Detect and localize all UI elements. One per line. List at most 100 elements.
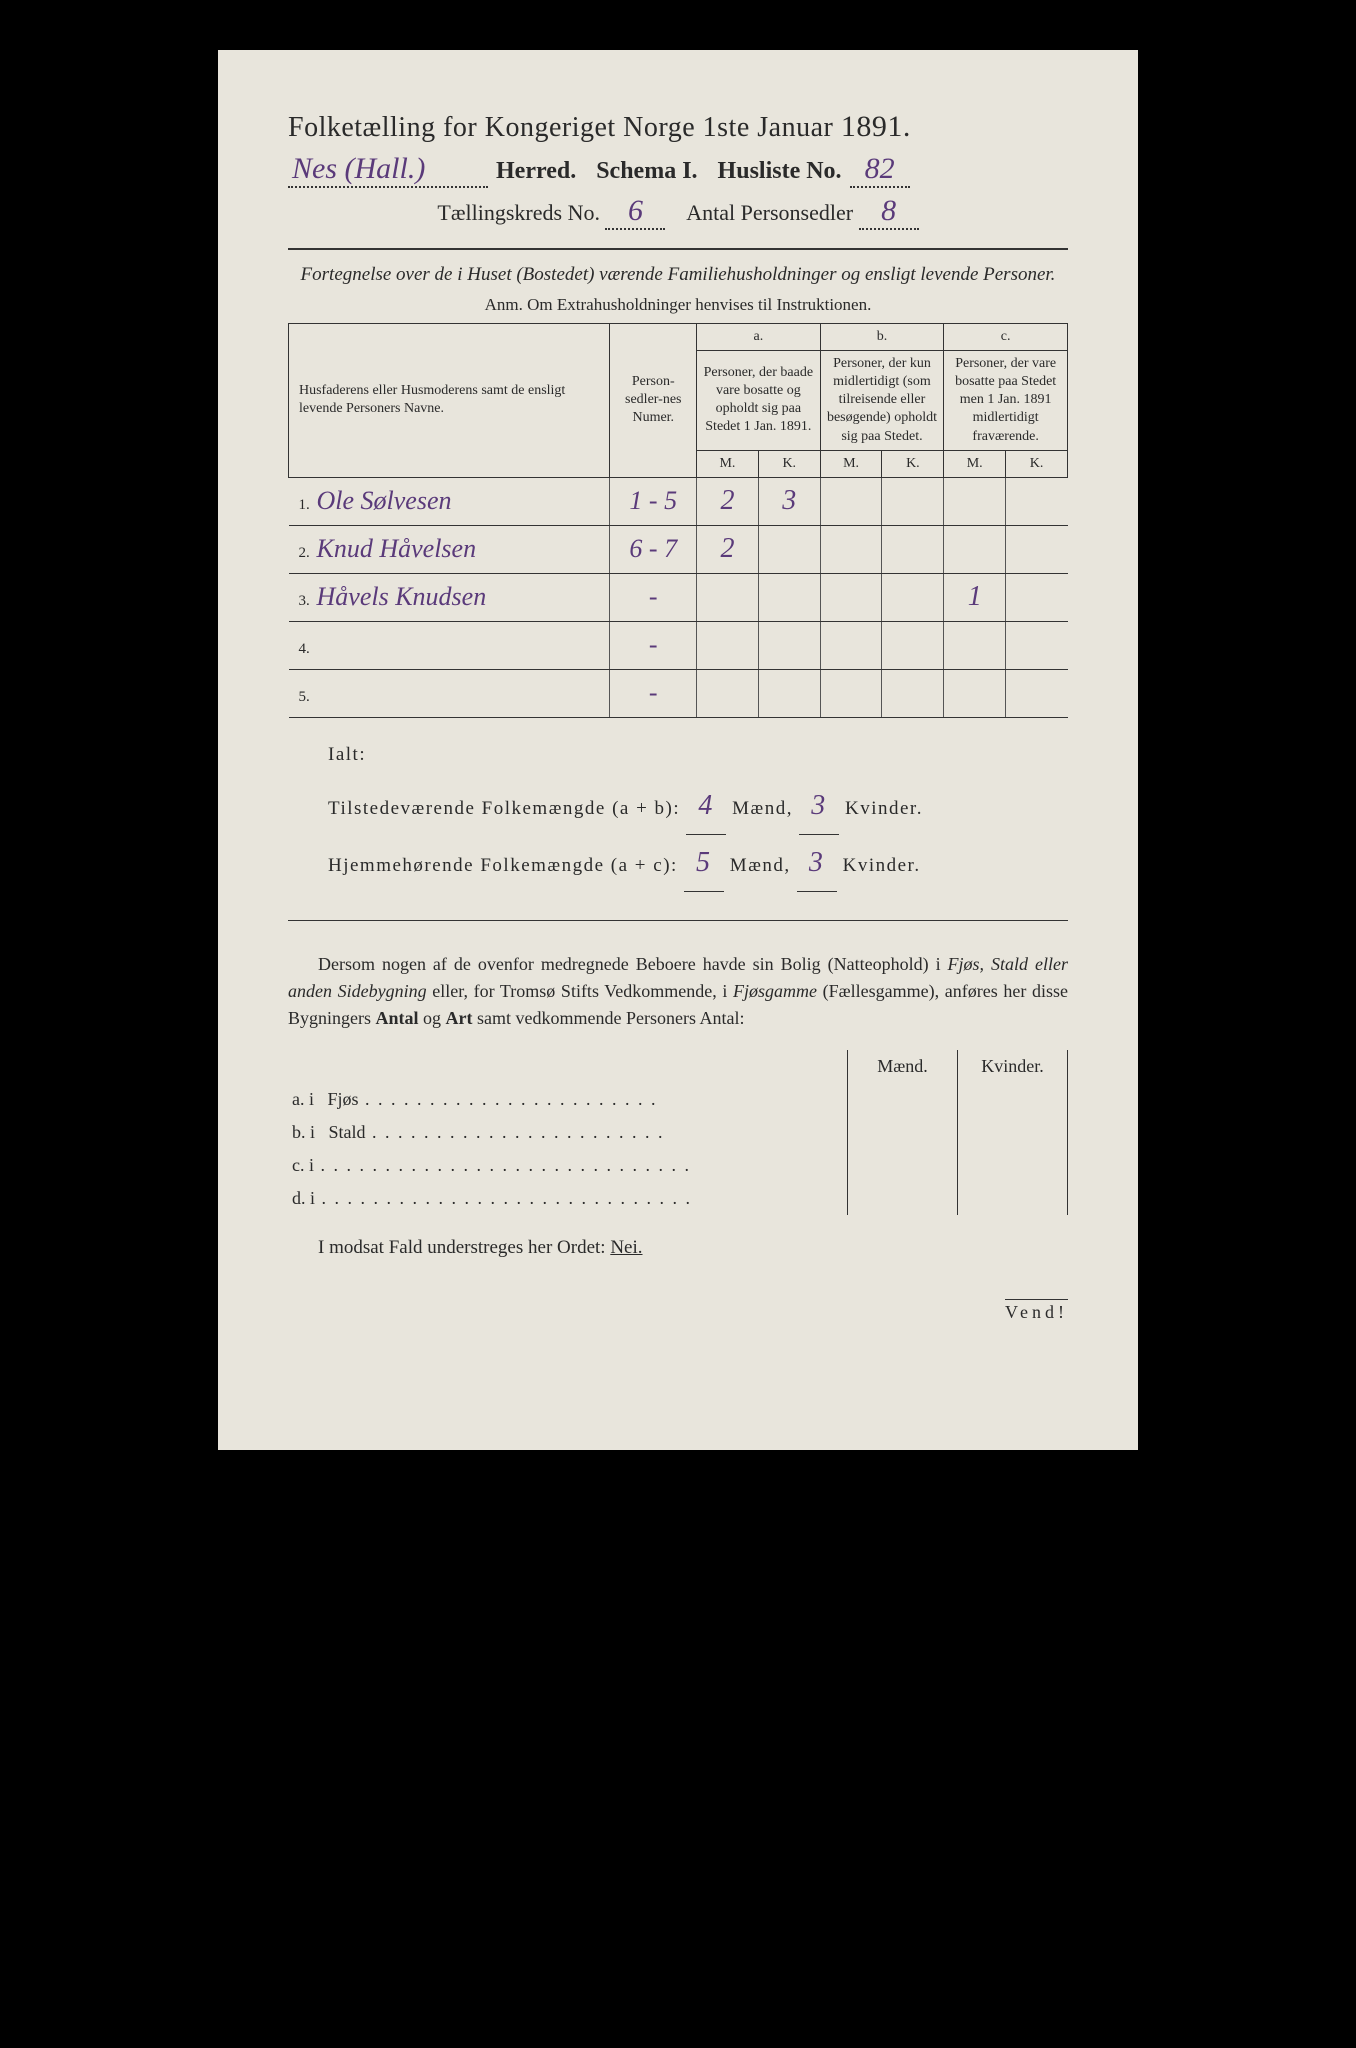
herred-label: Herred. (496, 158, 576, 185)
row-personsedler: - (610, 621, 697, 669)
row-num: 4. (299, 641, 317, 658)
building-row: d. i . . . . . . . . . . . . . . . . . .… (288, 1182, 1068, 1215)
table-row: 3.Håvels Knudsen - 1 (289, 573, 1068, 621)
title-line: Folketælling for Kongeriget Norge 1ste J… (288, 110, 1068, 144)
para-text: og (419, 1008, 446, 1028)
cell-bk (882, 525, 944, 573)
row-personsedler: 6 - 7 (610, 525, 697, 573)
cell-ck (1006, 525, 1068, 573)
cell-bm (820, 669, 882, 717)
row-personsedler: - (610, 573, 697, 621)
building-label: d. i (292, 1188, 315, 1208)
row-num: 2. (299, 545, 317, 562)
final-nei: Nei. (610, 1237, 642, 1258)
antal-value: 8 (859, 194, 919, 230)
cell-cm (944, 669, 1006, 717)
ialt-label: Ialt: (328, 736, 1068, 774)
dots: . . . . . . . . . . . . . . . . . . . . … (359, 1089, 658, 1109)
cell-cm (944, 621, 1006, 669)
anm-note: Anm. Om Extrahusholdninger henvises til … (288, 295, 1068, 315)
cell-bm (820, 573, 882, 621)
table-row: 5. - (289, 669, 1068, 717)
para-text: Dersom nogen af de ovenfor medregnede Be… (318, 954, 948, 974)
row-num: 5. (299, 689, 317, 706)
th-name: Husfaderens eller Husmoderens samt de en… (289, 323, 610, 477)
household-table: Husfaderens eller Husmoderens samt de en… (288, 323, 1068, 718)
totals-line-1: Tilstedeværende Folkemængde (a + b): 4 M… (328, 778, 1068, 835)
dots: . . . . . . . . . . . . . . . . . . . . … (314, 1155, 691, 1175)
cell-cm: 1 (944, 573, 1006, 621)
final-text: I modsat Fald understreges her Ordet: (318, 1237, 610, 1258)
th-b: Personer, der kun midlertidigt (som tilr… (820, 350, 944, 450)
th-num: Person-sedler-nes Numer. (610, 323, 697, 477)
para-bold: Antal (376, 1008, 419, 1028)
cell-ak (758, 573, 820, 621)
table-row: 1.Ole Sølvesen 1 - 5 2 3 (289, 477, 1068, 525)
building-label: c. i (292, 1155, 314, 1175)
th-cm: M. (944, 450, 1006, 477)
building-paragraph: Dersom nogen af de ovenfor medregnede Be… (288, 951, 1068, 1032)
cell-ak: 3 (758, 477, 820, 525)
dots: . . . . . . . . . . . . . . . . . . . . … (315, 1188, 692, 1208)
kvinder-label: Kvinder. (845, 790, 923, 828)
schema-label: Schema I. (596, 158, 697, 185)
antal-label: Antal Personsedler (686, 200, 853, 225)
th-a: Personer, der baade vare bosatte og opho… (697, 350, 821, 450)
herred-value: Nes (Hall.) (288, 152, 488, 188)
totals-label-2: Hjemmehørende Folkemængde (a + c): (328, 847, 678, 885)
dots: . . . . . . . . . . . . . . . . . . . . … (366, 1122, 665, 1142)
row-num: 3. (299, 593, 317, 610)
para-em: Fjøsgamme (733, 981, 817, 1001)
cell-ck (1006, 573, 1068, 621)
title-main: Folketælling for Kongeriget Norge 1ste J… (288, 112, 833, 143)
kreds-value: 6 (605, 194, 665, 230)
para-text: eller, for Tromsø Stifts Vedkommende, i (427, 981, 733, 1001)
row-personsedler: - (610, 669, 697, 717)
bhead-k: Kvinder. (958, 1050, 1068, 1083)
th-b-label: b. (820, 323, 944, 350)
kreds-label: Tællingskreds No. (437, 200, 600, 225)
cell-bk (882, 669, 944, 717)
cell-bm (820, 621, 882, 669)
building-label: b. i (292, 1122, 315, 1142)
census-form-page: Folketælling for Kongeriget Norge 1ste J… (218, 50, 1138, 1450)
row-personsedler: 1 - 5 (610, 477, 697, 525)
maend-label: Mænd, (730, 847, 791, 885)
totals-label-1: Tilstedeværende Folkemængde (a + b): (328, 790, 680, 828)
th-c: Personer, der vare bosatte paa Stedet me… (944, 350, 1068, 450)
row-name: Knud Håvelsen (317, 534, 477, 563)
husliste-value: 82 (850, 152, 910, 188)
cell-bm (820, 525, 882, 573)
building-row: b. i Stald . . . . . . . . . . . . . . .… (288, 1116, 1068, 1149)
th-bk: K. (882, 450, 944, 477)
building-label: a. i (292, 1089, 314, 1109)
row-name: Ole Sølvesen (317, 486, 452, 515)
kvinder-label: Kvinder. (843, 847, 921, 885)
cell-bk (882, 573, 944, 621)
husliste-label: Husliste No. (718, 158, 842, 185)
totals-m-2: 5 (684, 835, 724, 892)
building-row: a. i Fjøs . . . . . . . . . . . . . . . … (288, 1083, 1068, 1116)
cell-ak (758, 669, 820, 717)
th-bm: M. (820, 450, 882, 477)
cell-am (697, 621, 759, 669)
header-row-1: Nes (Hall.) Herred. Schema I. Husliste N… (288, 152, 1068, 188)
cell-cm (944, 525, 1006, 573)
totals-k-1: 3 (799, 778, 839, 835)
cell-ak (758, 621, 820, 669)
building-type: Fjøs (328, 1089, 359, 1109)
cell-cm (944, 477, 1006, 525)
subtitle: Fortegnelse over de i Huset (Bostedet) v… (288, 262, 1068, 289)
th-ak: K. (758, 450, 820, 477)
th-am: M. (697, 450, 759, 477)
th-ck: K. (1006, 450, 1068, 477)
totals-line-2: Hjemmehørende Folkemængde (a + c): 5 Mæn… (328, 835, 1068, 892)
final-line: I modsat Fald understreges her Ordet: Ne… (288, 1237, 1068, 1259)
building-table: Mænd. Kvinder. a. i Fjøs . . . . . . . .… (288, 1050, 1068, 1215)
para-bold: Art (446, 1008, 473, 1028)
building-row: c. i . . . . . . . . . . . . . . . . . .… (288, 1149, 1068, 1182)
para-text: samt vedkommende Personers Antal: (473, 1008, 745, 1028)
th-a-label: a. (697, 323, 821, 350)
title-year: 1891. (841, 110, 911, 143)
totals-k-2: 3 (797, 835, 837, 892)
